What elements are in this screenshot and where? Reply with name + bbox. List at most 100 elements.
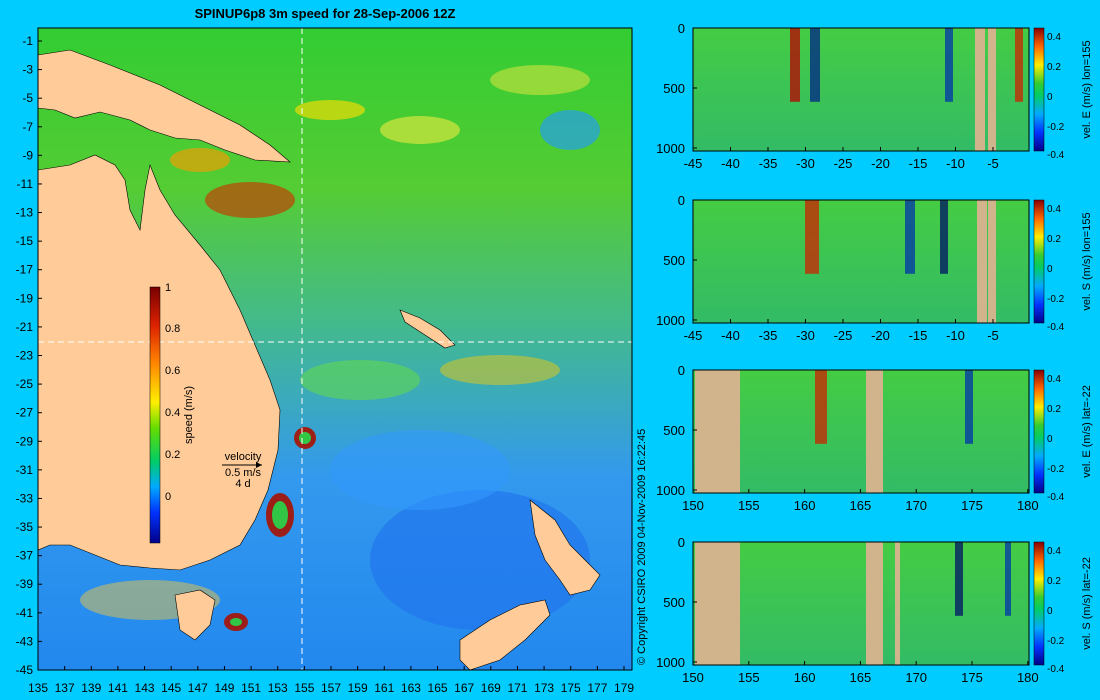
lon-tick-label: 137 bbox=[55, 681, 75, 695]
section-frame bbox=[692, 369, 1030, 494]
lat-tick-label: -11 bbox=[17, 177, 34, 191]
lon-tick-label: 139 bbox=[81, 681, 101, 695]
section-colorbar-tick: -0.2 bbox=[1047, 294, 1065, 305]
lat-tick-label: -27 bbox=[16, 406, 34, 420]
section-x-tick-label: -25 bbox=[834, 156, 853, 171]
lon-tick-label: 159 bbox=[348, 681, 368, 695]
lat-tick-label: -45 bbox=[16, 663, 34, 677]
speed-colorbar-tick: 0 bbox=[165, 491, 171, 503]
lon-tick-label: 163 bbox=[401, 681, 421, 695]
lon-tick-label: 177 bbox=[587, 681, 607, 695]
section-colorbar-label: vel. E (m/s) lon=155 bbox=[1081, 40, 1093, 138]
section-colorbar-tick: 0 bbox=[1047, 92, 1053, 103]
speed-colorbar-label: speed (m/s) bbox=[183, 386, 195, 444]
velocity-key-duration: 4 d bbox=[235, 478, 250, 490]
section-y-tick-label: 500 bbox=[663, 81, 685, 96]
lon-tick-label: 143 bbox=[135, 681, 155, 695]
lon-tick-label: 141 bbox=[108, 681, 128, 695]
lon-tick-label: 179 bbox=[614, 681, 634, 695]
lat-tick-label: -15 bbox=[16, 234, 34, 248]
section-feature bbox=[955, 542, 963, 616]
section-x-tick-label: 175 bbox=[961, 670, 983, 685]
lat-tick-label: -19 bbox=[16, 291, 34, 305]
copyright-text: © Copyright CSIRO 2009 04-Nov-2009 16:22… bbox=[636, 429, 648, 665]
speed-colorbar: 1 0.8 0.6 0.4 0.2 0 speed (m/s) bbox=[149, 282, 195, 544]
lon-tick-label: 147 bbox=[188, 681, 208, 695]
section-colorbar-tick: -0.4 bbox=[1047, 322, 1065, 333]
section-x-tick-label: -5 bbox=[987, 328, 999, 343]
section-colorbar-tick: 0.2 bbox=[1047, 576, 1061, 587]
section-x-tick-label: 160 bbox=[794, 498, 816, 513]
speed-colorbar-ramp bbox=[149, 286, 161, 544]
section-colorbar-tick: -0.2 bbox=[1047, 122, 1065, 133]
section-colorbar-tick: -0.2 bbox=[1047, 636, 1065, 647]
section-feature bbox=[1015, 28, 1023, 102]
section-colorbar bbox=[1033, 27, 1045, 152]
section-y-tick-label: 0 bbox=[678, 363, 685, 378]
section-colorbar-tick: -0.4 bbox=[1047, 664, 1065, 675]
section-feature bbox=[940, 200, 948, 274]
section-colorbar-tick: 0.4 bbox=[1047, 32, 1061, 43]
lon-tick-label: 135 bbox=[28, 681, 48, 695]
section-x-tick-label: 150 bbox=[682, 670, 704, 685]
section-y-tick-label: 500 bbox=[663, 595, 685, 610]
section-land bbox=[977, 200, 987, 323]
section-land bbox=[975, 28, 985, 151]
new-zealand-south bbox=[459, 599, 551, 671]
section-x-tick-label: -40 bbox=[721, 156, 740, 171]
section-colorbar-tick: 0.4 bbox=[1047, 204, 1061, 215]
section-x-tick-label: -30 bbox=[796, 328, 815, 343]
lon-tick-label: 175 bbox=[561, 681, 581, 695]
section-x-tick-label: -30 bbox=[796, 156, 815, 171]
velocity-key-arrowhead bbox=[256, 462, 262, 468]
map-frame bbox=[37, 27, 633, 671]
lat-tick-label: -1 bbox=[22, 34, 33, 48]
section-frame bbox=[692, 541, 1030, 666]
section-feature bbox=[805, 200, 819, 274]
section-x-tick-label: -40 bbox=[721, 328, 740, 343]
section-y-tick-label: 1000 bbox=[656, 483, 685, 498]
section-colorbar-label: vel. E (m/s) lat=-22 bbox=[1081, 385, 1093, 478]
section-colorbar-label: vel. S (m/s) lon=155 bbox=[1081, 212, 1093, 310]
section-colorbar-label: vel. S (m/s) lat=-22 bbox=[1081, 557, 1093, 650]
velocity-key: velocity 0.5 m/s 4 d bbox=[222, 451, 262, 490]
lat-tick-label: -37 bbox=[16, 549, 34, 563]
section-colorbar-tick: 0 bbox=[1047, 264, 1053, 275]
lon-tick-label: 149 bbox=[214, 681, 234, 695]
lon-tick-label: 145 bbox=[161, 681, 181, 695]
section-feature bbox=[790, 28, 800, 102]
lon-tick-label: 151 bbox=[241, 681, 261, 695]
lon-tick-label: 171 bbox=[507, 681, 527, 695]
section-x-tick-label: 165 bbox=[850, 498, 872, 513]
section-y-tick-label: 0 bbox=[678, 193, 685, 208]
section-y-tick-label: 1000 bbox=[656, 141, 685, 156]
speed-colorbar-tick: 0.8 bbox=[165, 323, 180, 335]
section-colorbar-tick: 0.4 bbox=[1047, 546, 1061, 557]
section-feature bbox=[810, 28, 820, 102]
section-colorbar-tick: -0.2 bbox=[1047, 464, 1065, 475]
section-y-tick-label: 1000 bbox=[656, 313, 685, 328]
lat-tick-label: -13 bbox=[16, 206, 34, 220]
lat-tick-label: -43 bbox=[16, 634, 34, 648]
speed-colorbar-tick: 0.2 bbox=[165, 449, 180, 461]
section-x-tick-label: 180 bbox=[1017, 498, 1039, 513]
lat-tick-label: -23 bbox=[16, 349, 34, 363]
section-feature bbox=[945, 28, 953, 102]
section-x-tick-label: -15 bbox=[909, 156, 928, 171]
speed-colorbar-tick: 0.6 bbox=[165, 365, 180, 377]
section-land bbox=[866, 370, 883, 493]
lon-tick-label: 169 bbox=[481, 681, 501, 695]
section-field bbox=[693, 542, 1029, 665]
section-field bbox=[693, 200, 1029, 323]
lat-tick-label: -39 bbox=[16, 577, 34, 591]
lat-tick-label: -9 bbox=[22, 148, 33, 162]
section-colorbar-tick: -0.4 bbox=[1047, 492, 1065, 503]
section-colorbar bbox=[1033, 199, 1045, 324]
speed-map bbox=[37, 27, 633, 671]
lon-tick-label: 165 bbox=[428, 681, 448, 695]
lat-tick-label: -5 bbox=[22, 91, 33, 105]
section-colorbar-tick: 0.2 bbox=[1047, 62, 1061, 73]
section-land bbox=[695, 542, 740, 665]
